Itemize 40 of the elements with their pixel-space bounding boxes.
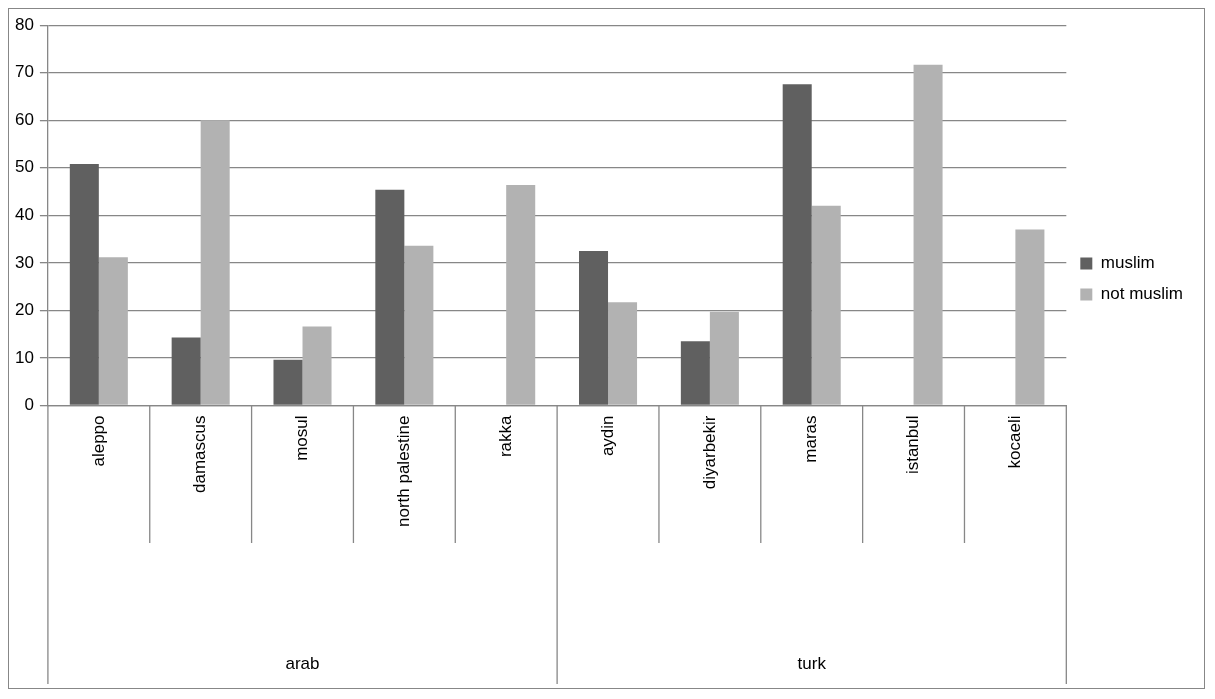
y-tick-label: 20 [14, 300, 34, 320]
y-tick-label: 10 [14, 347, 34, 367]
x-tick-label: maras [801, 415, 821, 463]
text: turk [797, 653, 827, 673]
x-tick-label: rakka [495, 414, 515, 458]
x-tick-label: mosul [292, 415, 312, 461]
legend-label: muslim [1100, 253, 1155, 273]
bar [782, 84, 812, 405]
bar [579, 250, 609, 405]
y-tick-label: 30 [14, 252, 34, 272]
bar [608, 302, 638, 405]
x-tick-label: damascus [190, 415, 210, 493]
y-tick-label: 80 [14, 14, 34, 34]
bar [375, 189, 405, 405]
bar [709, 311, 739, 405]
bar [69, 164, 99, 405]
x-tick-label: aleppo [88, 415, 108, 467]
x-tick-label: kocaeli [1005, 415, 1025, 469]
x-tick-label: istanbul [903, 415, 923, 475]
bar [302, 326, 332, 405]
y-tick-label: 60 [14, 109, 34, 129]
y-tick-label: 40 [14, 205, 34, 225]
bar [273, 359, 303, 405]
bar [680, 341, 710, 405]
bar [506, 184, 536, 405]
x-tick-label: north palestine [394, 415, 414, 528]
y-tick-label: 0 [24, 395, 34, 415]
bar [171, 337, 201, 405]
y-tick-label: 70 [14, 62, 34, 82]
bar [811, 205, 841, 405]
bar [404, 245, 434, 405]
legend-label: not muslim [1100, 284, 1183, 304]
x-tick-label: diyarbekir [699, 415, 719, 490]
bar [913, 64, 943, 405]
text: arab [285, 653, 320, 673]
x-tick-label: aydin [597, 415, 617, 457]
bar [1015, 229, 1045, 405]
bar [98, 257, 128, 405]
y-tick-label: 50 [14, 157, 34, 177]
bar [200, 120, 230, 405]
